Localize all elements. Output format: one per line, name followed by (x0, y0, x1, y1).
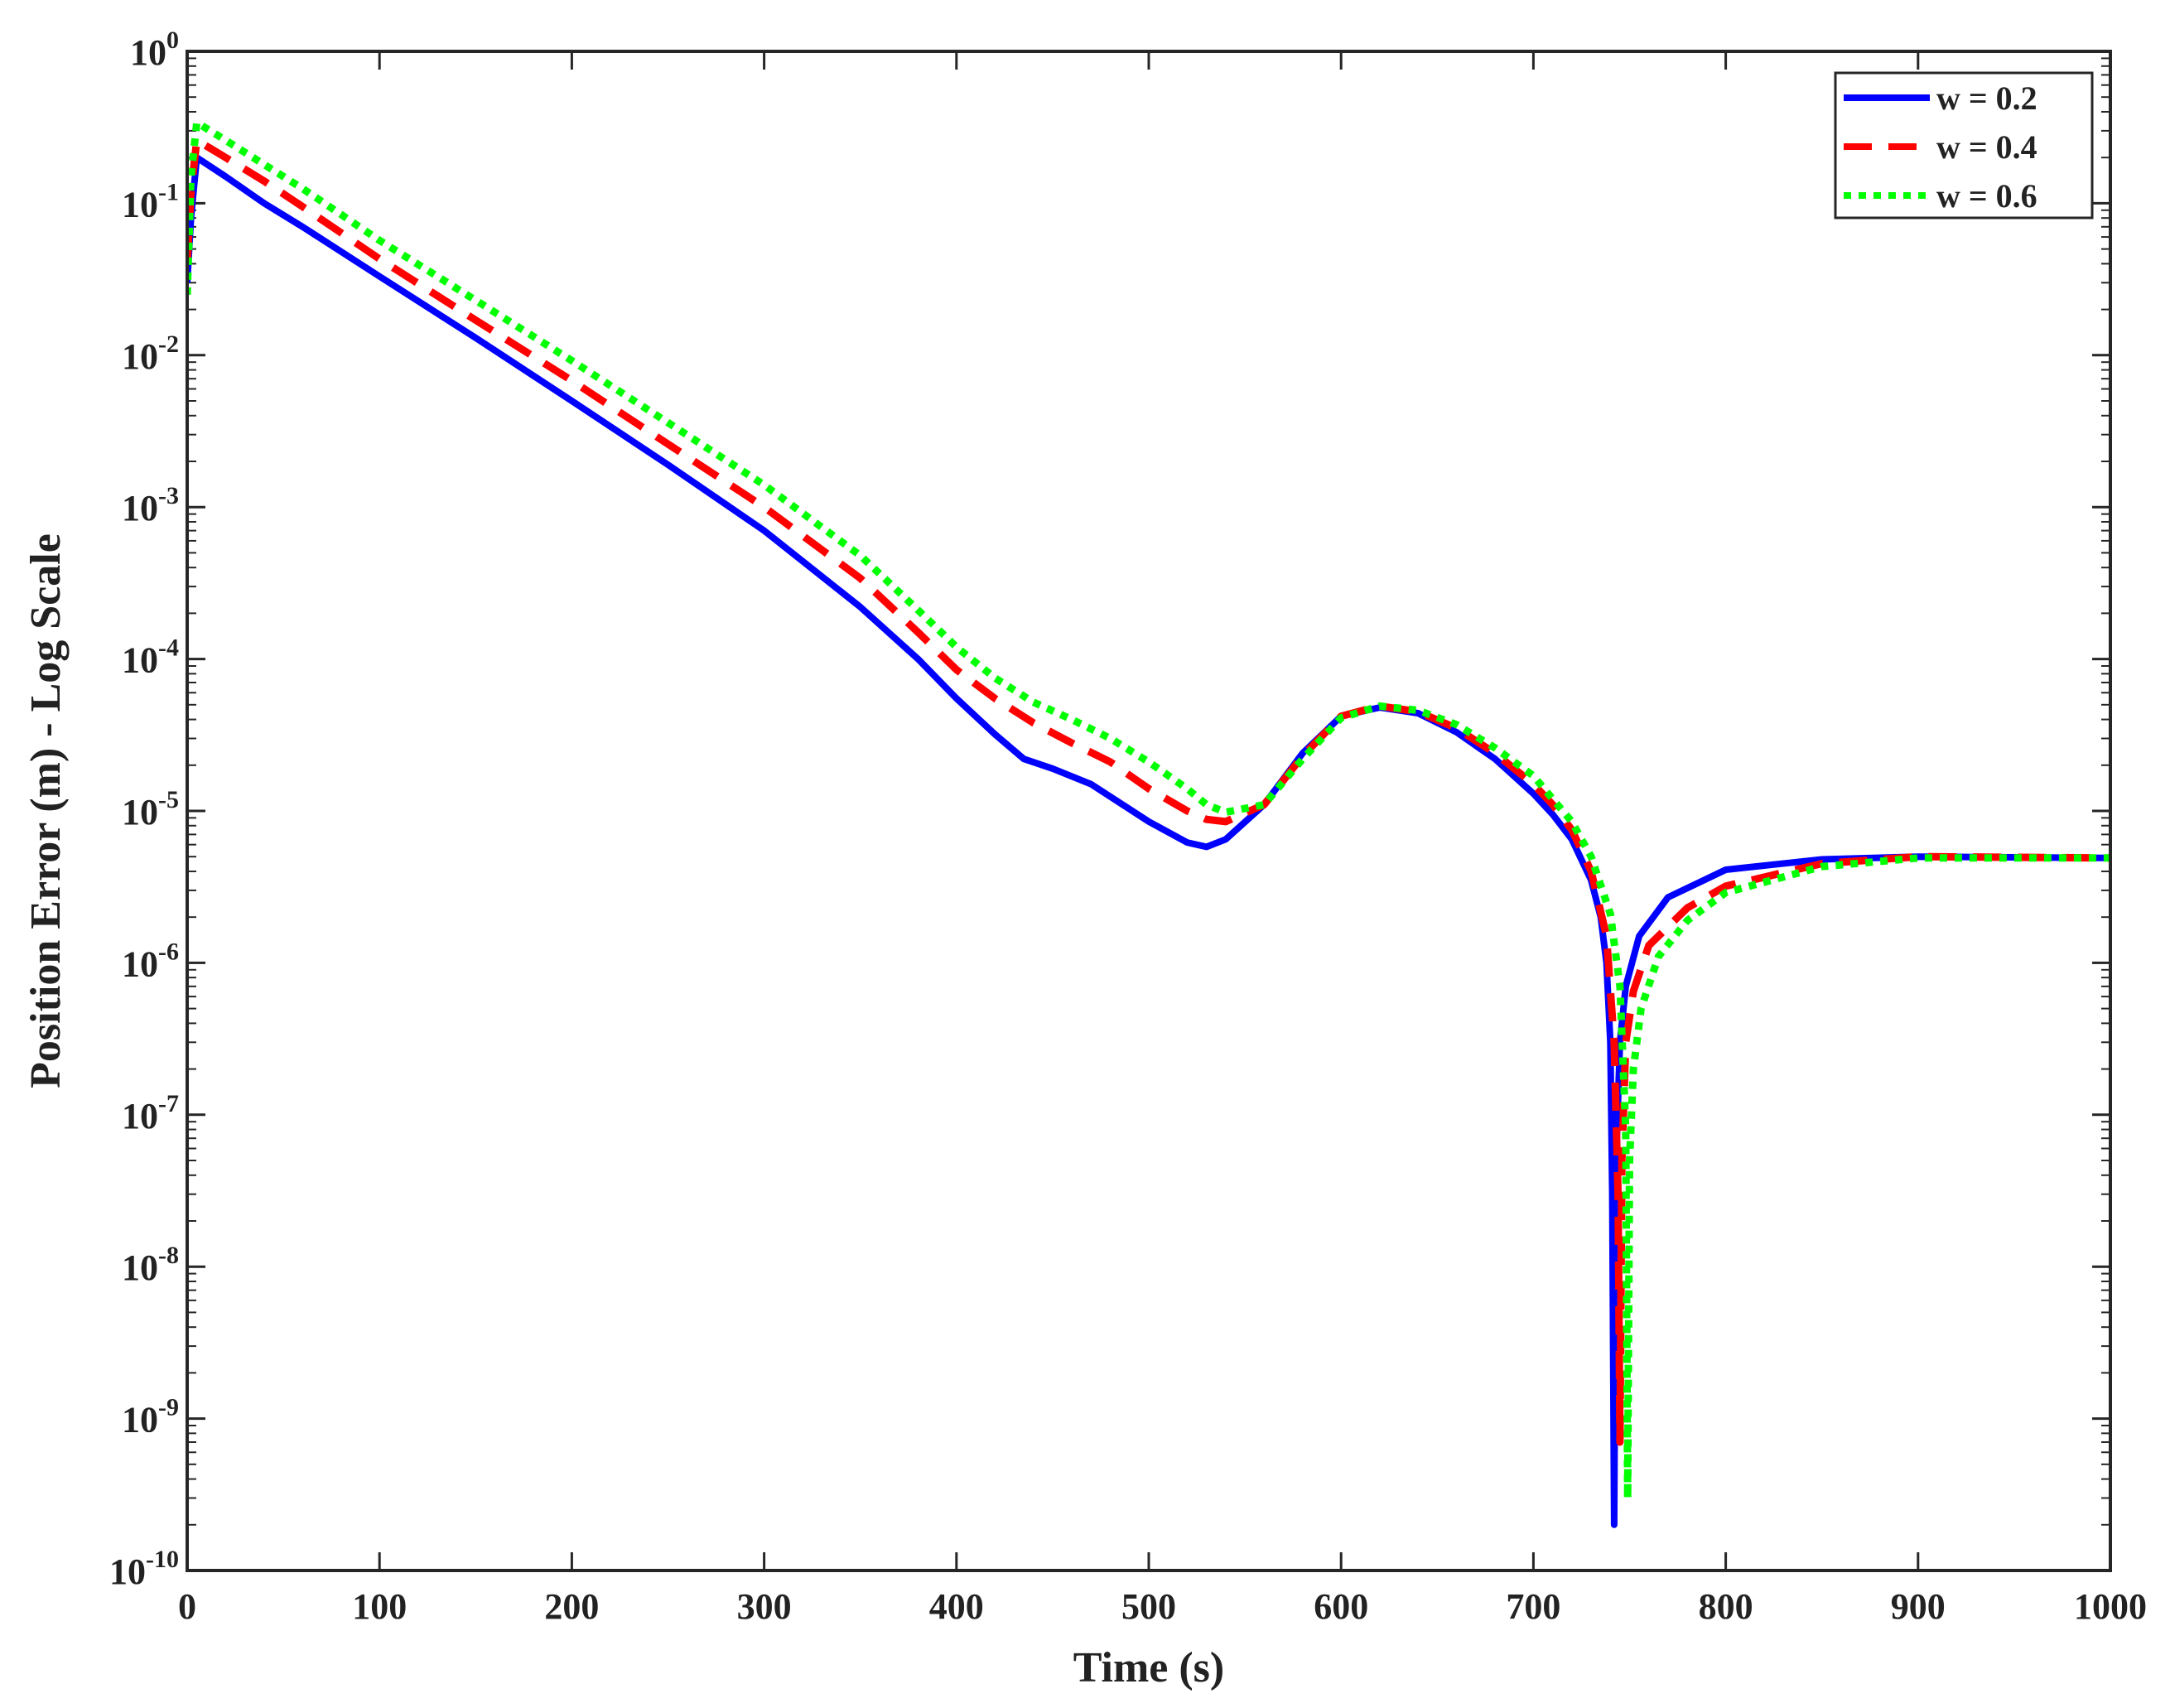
x-axis-title: Time (s) (1073, 1644, 1224, 1691)
x-tick-label: 700 (1506, 1586, 1560, 1627)
x-tick-label: 800 (1699, 1586, 1753, 1627)
x-tick-label: 1000 (2074, 1586, 2147, 1627)
y-tick-label: 100 (130, 27, 179, 73)
y-axis-title: Position Error (m) - Log Scale (22, 533, 70, 1088)
y-tick-label: 10-3 (122, 482, 179, 528)
x-tick-label: 0 (178, 1586, 196, 1627)
series-line-w-0.6 (187, 118, 2110, 1502)
x-tick-label: 300 (737, 1586, 792, 1627)
y-tick-label: 10-1 (122, 178, 179, 224)
y-tick-label: 10-6 (122, 938, 179, 984)
y-tick-label: 10-10 (109, 1546, 179, 1592)
y-tick-label: 10-9 (122, 1394, 179, 1440)
series-line-w-0.4 (187, 136, 2110, 1446)
y-tick-label: 10-2 (122, 331, 179, 377)
y-tick-label: 10-4 (122, 634, 179, 681)
legend-label-w-0.6: w = 0.6 (1936, 177, 2037, 215)
tick-labels: 0 100 200 300 400 500 600 700 800 900 1000 10-10 10-… (109, 27, 2147, 1627)
x-tick-label: 400 (929, 1586, 984, 1627)
legend: w = 0.2 w = 0.4 w = 0.6 (1834, 71, 2094, 220)
x-tick-label: 100 (352, 1586, 407, 1627)
y-tick-label: 10-8 (122, 1242, 179, 1288)
x-tick-label: 200 (544, 1586, 599, 1627)
series-line-w-0.2 (187, 154, 2110, 1528)
y-tick-label: 10-5 (122, 786, 179, 832)
y-tick-label: 10-7 (122, 1090, 179, 1136)
plot-background (187, 51, 2110, 1570)
x-tick-label: 500 (1121, 1586, 1176, 1627)
series-lines (187, 118, 2110, 1528)
legend-label-w-0.4: w = 0.4 (1936, 128, 2037, 166)
x-tick-label: 600 (1314, 1586, 1368, 1627)
x-tick-label: 900 (1891, 1586, 1946, 1627)
legend-label-w-0.2: w = 0.2 (1936, 80, 2037, 117)
plot-frame (186, 50, 2112, 1572)
